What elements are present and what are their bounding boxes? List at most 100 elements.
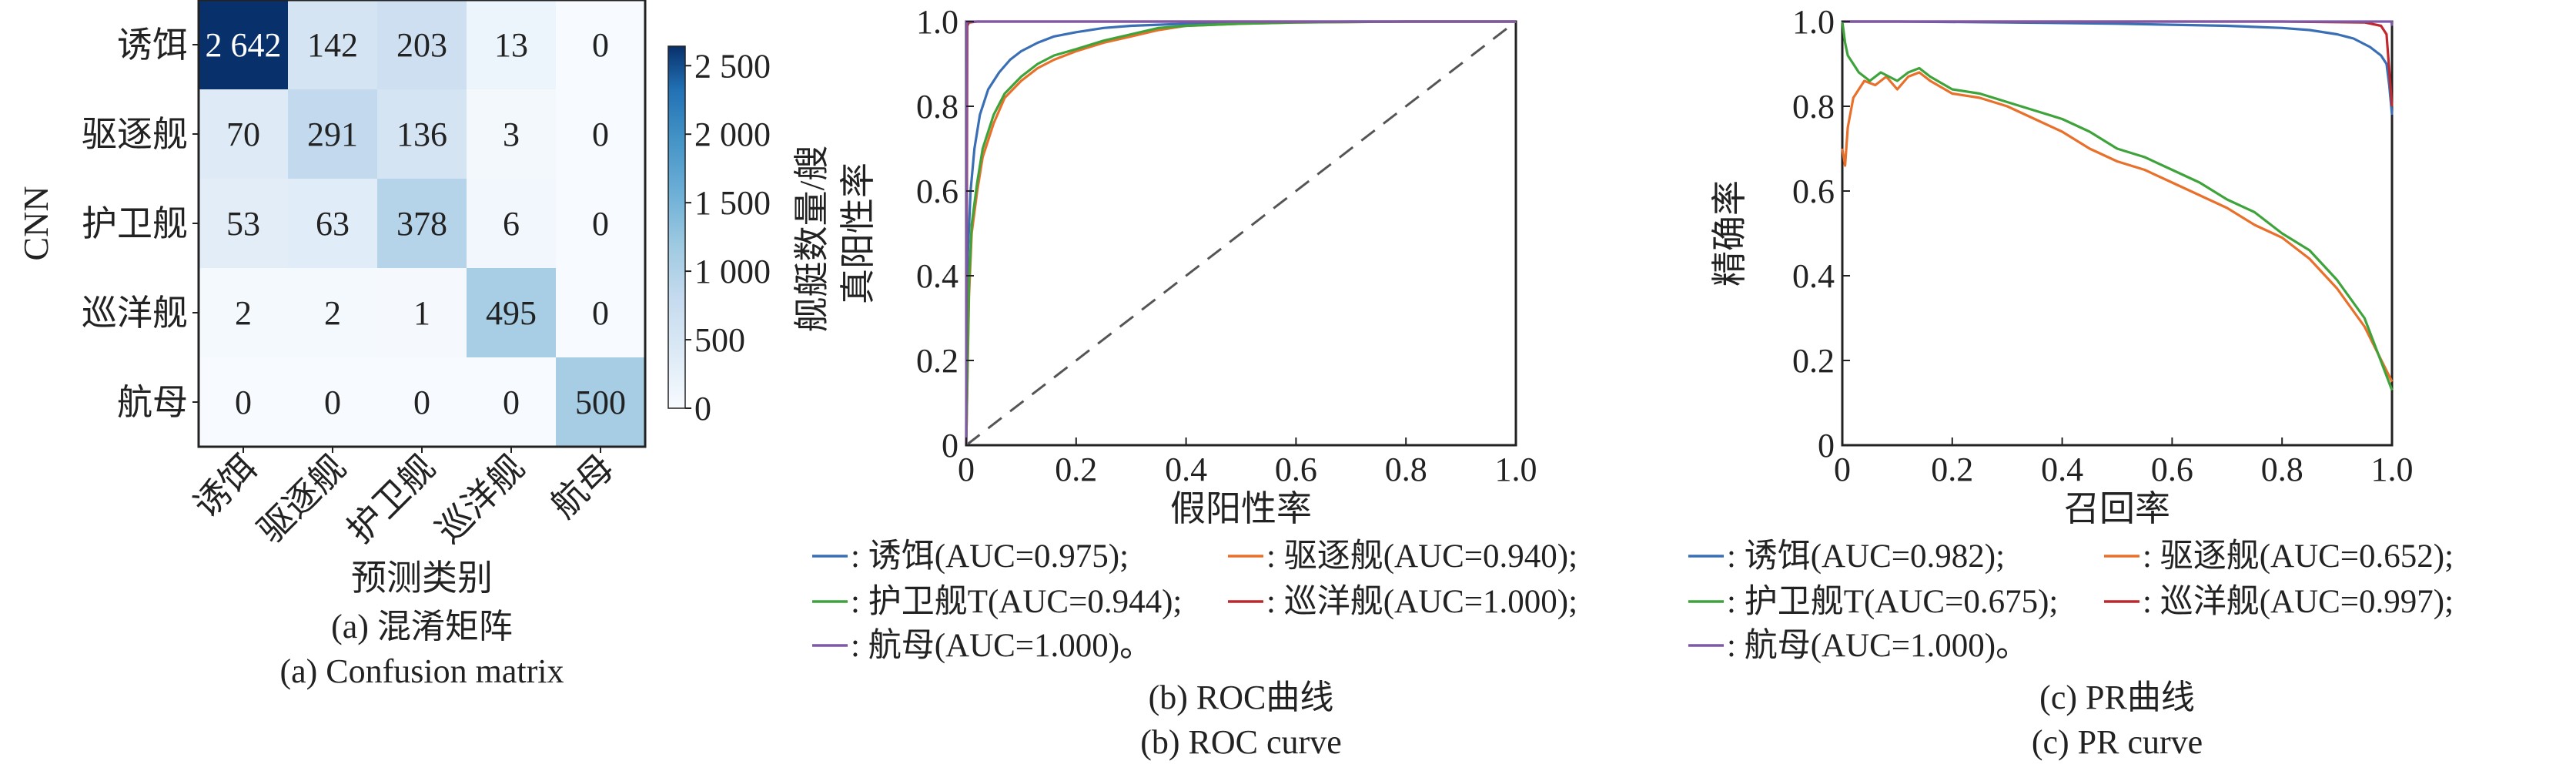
x-tick-label: 0: [1834, 451, 1851, 488]
heatmap-col-label: 诱饵: [186, 448, 264, 525]
heatmap-cell: [288, 89, 377, 179]
heatmap-cell-label: 142: [307, 26, 358, 64]
heatmap-cell: [467, 268, 556, 357]
heatmap-cell: [199, 0, 288, 89]
heatmap-cell-label: 291: [307, 116, 358, 153]
pr-series: [1841, 20, 2394, 391]
heatmap-cell-label: 0: [324, 384, 341, 421]
legend-label: : 巡洋舰(AUC=1.000);: [1266, 584, 1577, 620]
heatmap-cells: 2 642 142 203 13 0 70 291 136 3 0 53 63 378 6 0 2 2 1 495 0…: [199, 0, 645, 447]
heatmap-cell: [377, 0, 467, 89]
heatmap-cell: [556, 357, 645, 447]
heatmap-cell: [556, 0, 645, 89]
heatmap-cell: [377, 268, 467, 357]
heatmap-cell: [288, 357, 377, 447]
pr-xlabel: 召回率: [2064, 489, 2170, 528]
series-line-3: [1842, 20, 2394, 107]
heatmap-cell-label: 0: [235, 384, 252, 421]
legend-label: : 护卫舰T(AUC=0.944);: [851, 584, 1182, 620]
colorbar-ticks: 0 500 1 000 1 500 2 000 2 500: [685, 47, 771, 427]
heatmap-cell-label: 136: [396, 116, 447, 153]
heatmap-cell: [199, 179, 288, 268]
legend-label: : 航母(AUC=1.000)。: [1727, 627, 2029, 664]
heatmap-cell-label: 2 642: [206, 26, 282, 64]
heatmap-cell: [467, 89, 556, 179]
legend-label: : 巡洋舰(AUC=0.997);: [2143, 584, 2454, 620]
caption-b-en: (b) ROC curve: [1140, 723, 1342, 761]
colorbar-tick-label: 2 500: [694, 47, 771, 85]
series-line-2: [965, 20, 1516, 446]
y-tick-label: 0: [1818, 427, 1835, 464]
x-tick-label: 0.4: [2041, 451, 2083, 488]
x-tick-label: 1.0: [2371, 451, 2414, 488]
heatmap-cell: [467, 357, 556, 447]
heatmap-cell-label: 495: [486, 294, 537, 332]
heatmap-col-label: 巡洋舰: [429, 448, 532, 551]
y-tick-label: 0.4: [1792, 257, 1835, 295]
heatmap-row-label: 诱饵: [117, 25, 188, 65]
heatmap-col-label: 护卫舰: [340, 448, 443, 551]
colorbar-tick-label: 1 000: [694, 253, 771, 290]
heatmap-cell-label: 0: [413, 384, 430, 421]
heatmap-cell-label: 2: [324, 294, 341, 332]
heatmap-cell: [199, 357, 288, 447]
y-tick-label: 1.0: [916, 3, 958, 41]
caption-a-cn: (a) 混淆矩阵: [331, 608, 513, 645]
colorbar-tick-label: 1 500: [694, 184, 771, 222]
heatmap-cell-label: 2: [235, 294, 252, 332]
colorbar-label: 舰艇数量/艘: [792, 146, 831, 333]
x-tick-label: 1.0: [1495, 451, 1537, 488]
x-tick-label: 0.2: [1931, 451, 1973, 488]
pr-x-ticks: 0 0.2 0.4 0.6 0.8 1.0: [1834, 437, 2414, 488]
heatmap-cell-label: 1: [413, 294, 430, 332]
heatmap-cell-label: 0: [592, 26, 609, 64]
heatmap-cell: [556, 268, 645, 357]
series-line-2: [1841, 21, 2394, 391]
legend-label: : 驱逐舰(AUC=0.652);: [2143, 538, 2454, 575]
heatmap-cell-label: 500: [575, 384, 626, 421]
y-tick-label: 0.8: [916, 88, 958, 126]
heatmap-cell: [288, 268, 377, 357]
heatmap-cell-label: 0: [592, 116, 609, 153]
heatmap-cell: [199, 89, 288, 179]
heatmap-col-label: 航母: [544, 448, 621, 525]
roc-xlabel: 假阳性率: [1170, 489, 1312, 528]
colorbar: [667, 45, 686, 409]
heatmap-cell: [467, 0, 556, 89]
y-tick-label: 0.6: [1792, 173, 1835, 210]
heatmap-xlabel: 预测类别: [351, 558, 493, 598]
y-tick-label: 0.6: [916, 173, 958, 210]
heatmap-cell-label: 53: [226, 205, 260, 243]
pr-legend: : 诱饵(AUC=0.982);: 驱逐舰(AUC=0.652);: 护卫舰T(…: [1688, 538, 2454, 664]
heatmap-row-label: 驱逐舰: [82, 115, 188, 154]
heatmap-cell: [377, 89, 467, 179]
caption-c-en: (c) PR curve: [2032, 723, 2203, 761]
legend-label: : 护卫舰T(AUC=0.675);: [1727, 584, 2058, 620]
heatmap-cell-label: 63: [316, 205, 350, 243]
heatmap-cell: [556, 89, 645, 179]
pr-plot-frame: [1841, 20, 2394, 447]
x-tick-label: 0.6: [1275, 451, 1317, 488]
series-line-1: [1841, 71, 2394, 383]
roc-diagonal: [965, 20, 1517, 447]
x-tick-label: 0.8: [2261, 451, 2303, 488]
series-line-0: [1842, 20, 2394, 116]
heatmap-cell-label: 13: [494, 26, 528, 64]
series-line-4: [1842, 20, 2394, 26]
colorbar-tick-label: 2 000: [694, 116, 771, 153]
heatmap-cell: [288, 0, 377, 89]
heatmap-row-label: 护卫舰: [82, 204, 188, 243]
caption-c-cn: (c) PR曲线: [2039, 679, 2195, 716]
heatmap-cell-label: 0: [592, 205, 609, 243]
roc-ylabel: 真阳性率: [838, 163, 878, 304]
y-tick-label: 0.4: [916, 257, 958, 295]
heatmap-cell-label: 378: [396, 205, 447, 243]
heatmap-cell-label: 70: [226, 116, 260, 153]
colorbar-tick-label: 0: [694, 390, 711, 427]
heatmap-cell: [467, 179, 556, 268]
panel-b-roc-curve: 0 0.2 0.4 0.6 0.8 1.0 0 0.2 0.4 0.6 0.8 1.0 假阳性率 真…: [812, 3, 1577, 761]
y-tick-label: 1.0: [1792, 3, 1835, 41]
